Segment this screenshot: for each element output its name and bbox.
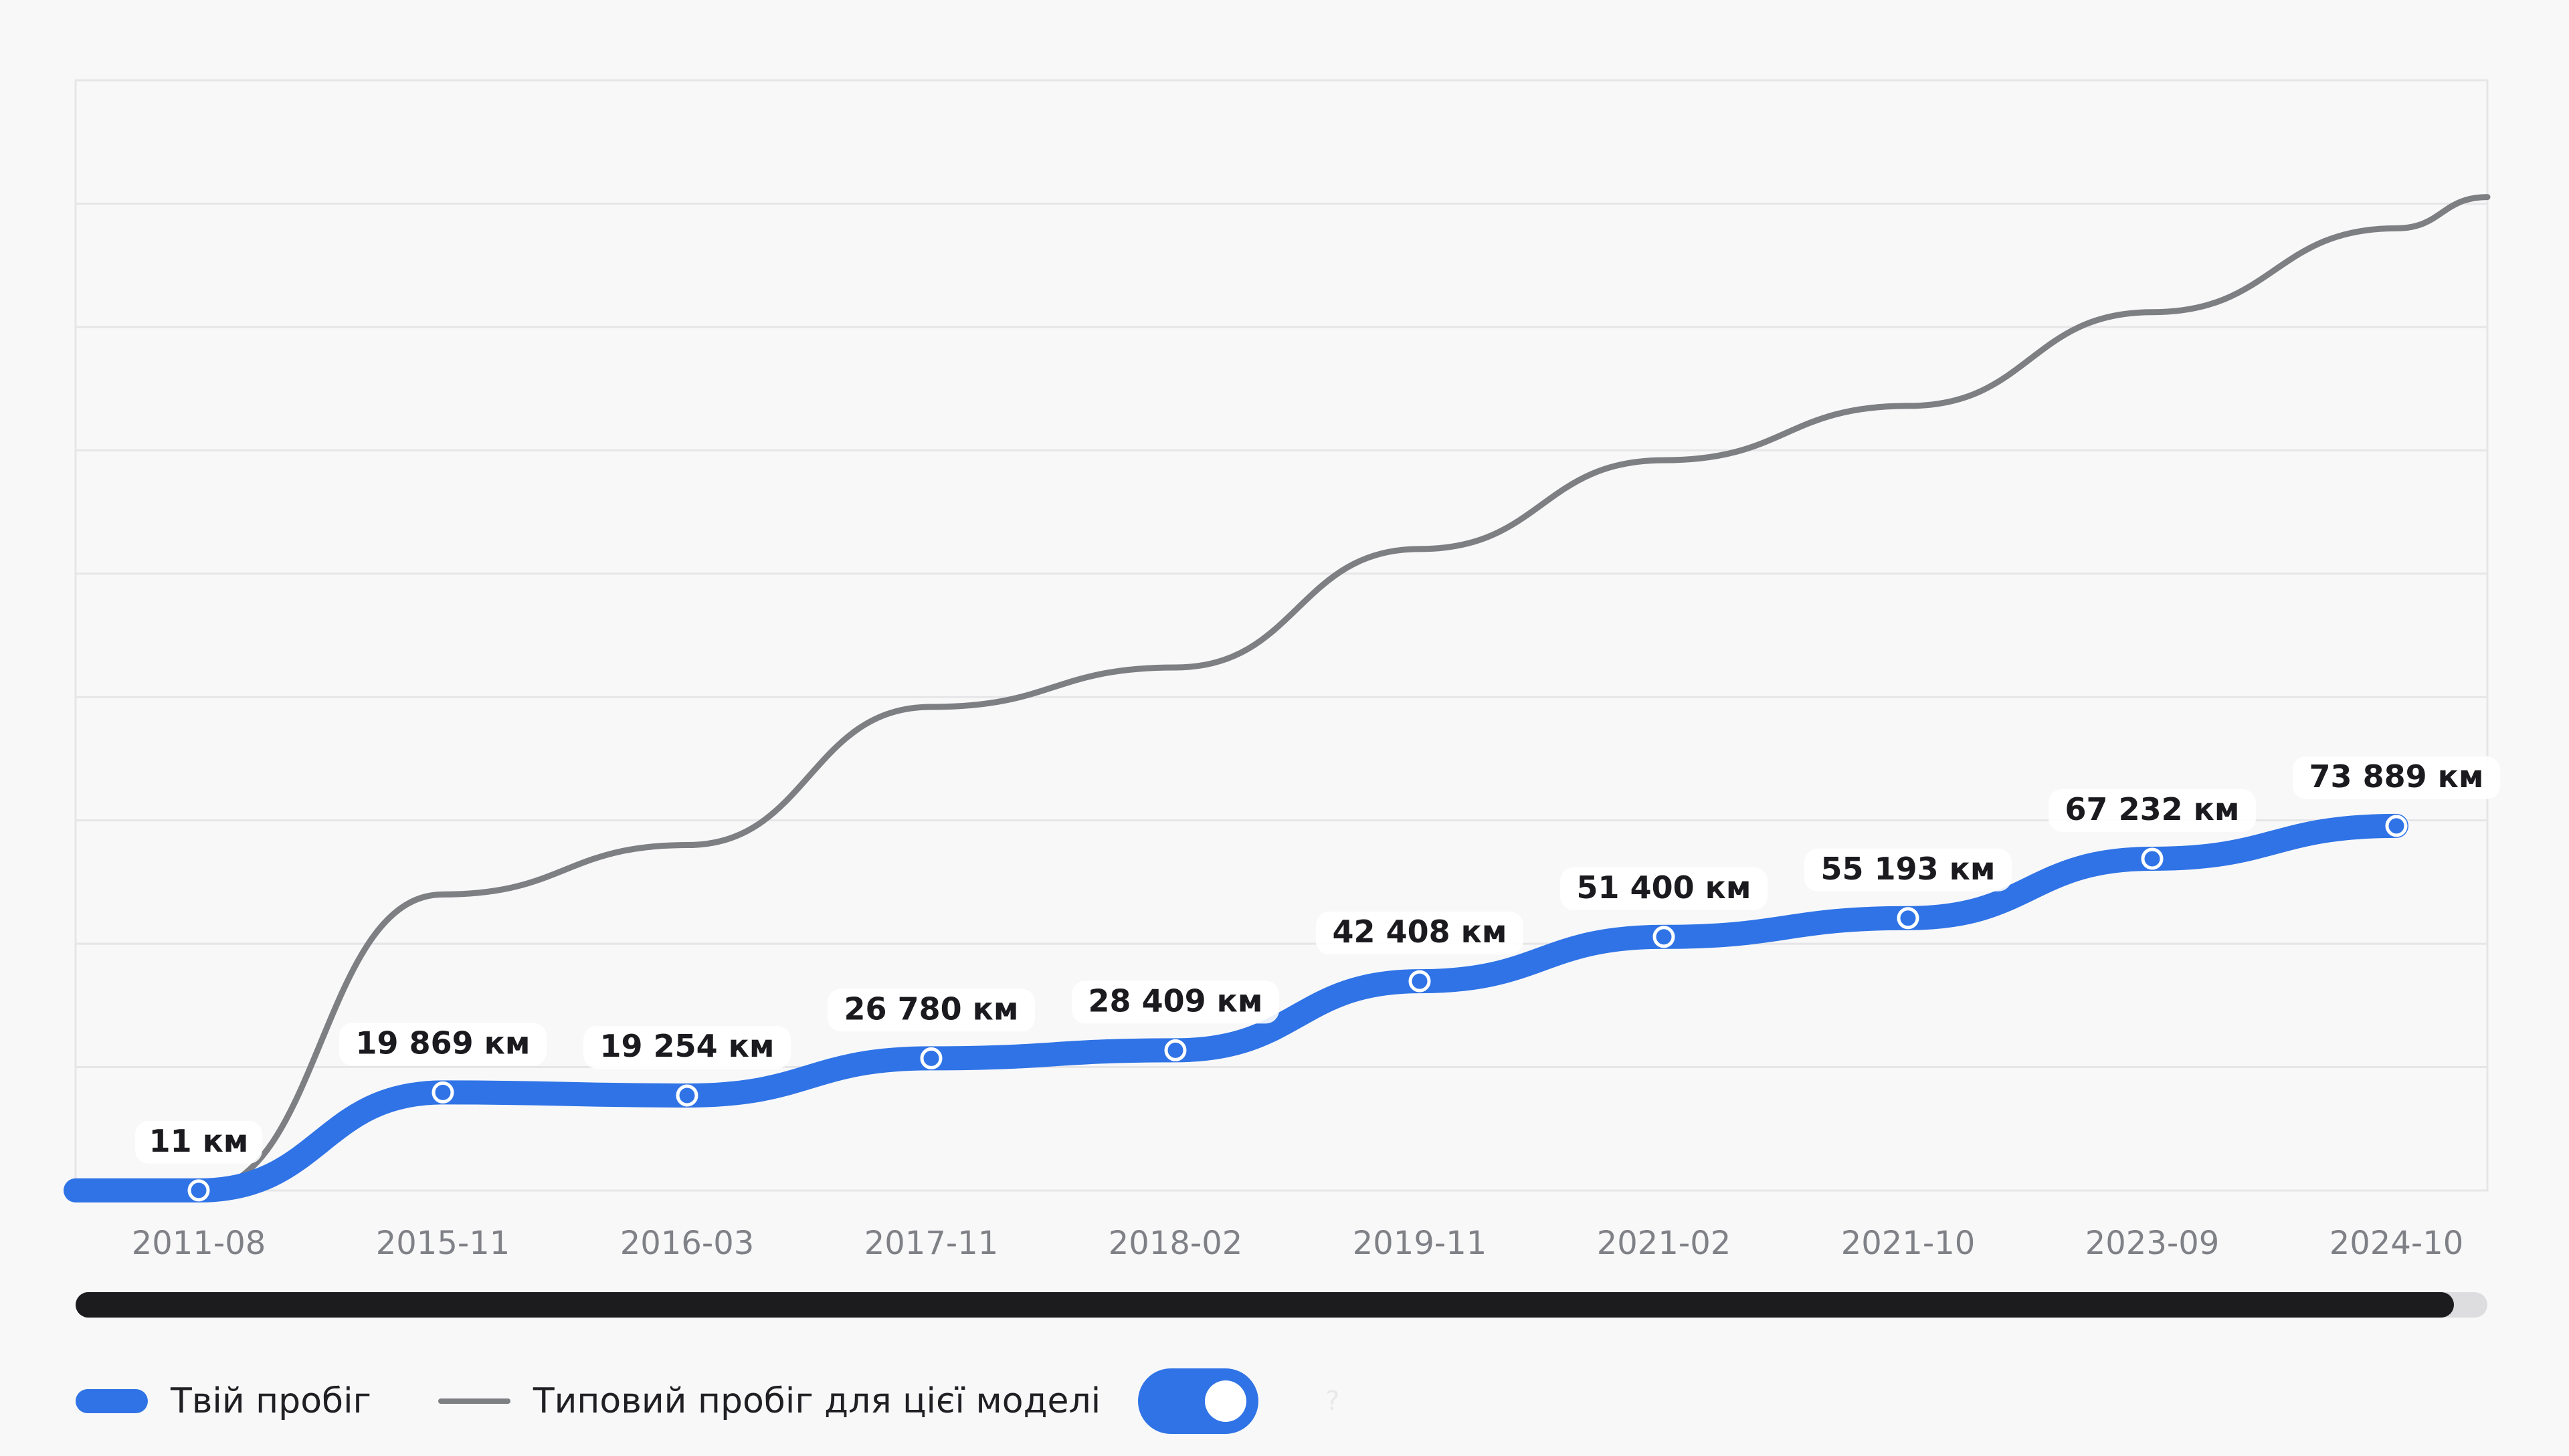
- chart-scrollbar-thumb[interactable]: [76, 1292, 2454, 1318]
- x-tick-label: 2018-02: [1109, 1225, 1243, 1262]
- x-tick-label: 2021-02: [1597, 1225, 1731, 1262]
- data-label: 42 408 км: [1333, 914, 1507, 950]
- data-label: 11 км: [149, 1123, 249, 1159]
- x-tick-label: 2023-09: [2085, 1225, 2220, 1262]
- own-mileage-point: [187, 1179, 210, 1202]
- chart-legend: Твій пробіг Типовий пробіг для цієї моде…: [76, 1364, 1339, 1438]
- data-label: 73 889 км: [2309, 758, 2484, 795]
- plot-frame: [74, 79, 2489, 1192]
- legend-swatch-own: [76, 1389, 148, 1413]
- data-label-bg: [135, 1120, 262, 1164]
- own-mileage-point: [432, 1081, 454, 1104]
- typical-mileage-toggle[interactable]: [1138, 1368, 1259, 1434]
- data-label-bg: [1316, 912, 1523, 955]
- legend-item-own-mileage: Твій пробіг: [76, 1381, 371, 1421]
- own-mileage-point: [2385, 815, 2408, 837]
- toggle-knob: [1205, 1380, 1247, 1422]
- help-icon[interactable]: ?: [1325, 1386, 1340, 1417]
- legend-label-typical: Типовий пробіг для цієї моделі: [533, 1381, 1101, 1421]
- data-label-bg: [828, 989, 1035, 1032]
- data-label-bg: [1072, 980, 1279, 1024]
- data-label: 55 193 км: [1821, 851, 1996, 887]
- x-tick-label: 2021-10: [1841, 1225, 1976, 1262]
- x-tick-label: 2017-11: [864, 1225, 999, 1262]
- x-tick-label: 2015-11: [376, 1225, 510, 1262]
- x-tick-label: 2024-10: [2329, 1225, 2464, 1262]
- legend-swatch-typical: [438, 1398, 510, 1404]
- data-label-bg: [2049, 789, 2256, 832]
- own-mileage-point: [2141, 847, 2164, 870]
- data-label: 67 232 км: [2065, 791, 2240, 827]
- data-label: 28 409 км: [1088, 982, 1263, 1019]
- x-tick-label: 2019-11: [1353, 1225, 1487, 1262]
- legend-item-typical-mileage: Типовий пробіг для цієї моделі: [371, 1381, 1101, 1421]
- typical-mileage-line: [195, 194, 2491, 1194]
- data-label: 26 780 км: [844, 991, 1019, 1027]
- own-mileage-line: [64, 813, 2408, 1203]
- data-label-bg: [1804, 848, 2012, 892]
- own-mileage-point: [1652, 926, 1675, 948]
- data-label-bg: [583, 1025, 791, 1069]
- own-mileage-point: [1897, 907, 1919, 930]
- own-mileage-point: [1164, 1039, 1187, 1061]
- x-tick-label: 2016-03: [620, 1225, 755, 1262]
- own-mileage-point: [920, 1047, 943, 1069]
- data-label: 51 400 км: [1577, 869, 1751, 906]
- data-label-bg: [1560, 867, 1768, 910]
- chart-scrollbar[interactable]: [76, 1292, 2487, 1318]
- data-label: 19 869 км: [356, 1025, 531, 1061]
- legend-label-own: Твій пробіг: [171, 1381, 371, 1421]
- x-tick-label: 2011-08: [132, 1225, 266, 1262]
- own-mileage-point: [676, 1084, 698, 1107]
- own-mileage-point: [1408, 970, 1431, 993]
- data-label-bg: [339, 1023, 547, 1066]
- data-label: 19 254 км: [600, 1028, 775, 1064]
- data-label-bg: [2293, 756, 2500, 799]
